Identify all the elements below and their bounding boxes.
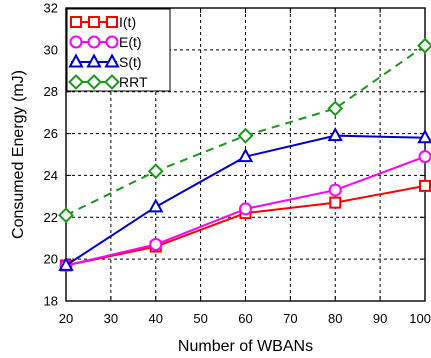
y-tick-label: 30 <box>44 42 58 57</box>
diamond-marker <box>417 37 431 54</box>
x-tick-label: 100 <box>409 311 431 326</box>
y-tick-label: 28 <box>44 84 58 99</box>
x-tick-label: 80 <box>328 311 342 326</box>
square-marker <box>106 16 118 28</box>
diamond-marker <box>327 100 344 117</box>
legend-label: RRT <box>119 74 148 90</box>
series <box>58 37 431 272</box>
legend: I(t) E(t) S(t) RRT <box>66 8 171 92</box>
circle-marker <box>239 202 252 216</box>
triangle-marker <box>68 53 84 68</box>
y-tick-label: 18 <box>44 294 58 309</box>
legend-label: S(t) <box>119 54 142 70</box>
circle-marker <box>149 237 163 251</box>
diamond-marker <box>104 74 120 90</box>
square-marker <box>70 16 82 28</box>
y-tick-label: 20 <box>44 252 58 267</box>
series-1 <box>59 150 431 272</box>
y-axis-label: Consumed Energy (mJ) <box>10 70 27 239</box>
triangle-marker <box>417 129 431 144</box>
x-tick-label: 20 <box>59 311 73 326</box>
circle-marker <box>69 35 83 49</box>
x-tick-label: 70 <box>283 311 297 326</box>
legend-item: E(t) <box>69 34 142 50</box>
legend-label: E(t) <box>119 34 142 50</box>
legend-label: I(t) <box>119 14 136 30</box>
x-tick-label: 30 <box>104 311 118 326</box>
triangle-marker <box>148 198 164 213</box>
series-2 <box>58 127 431 271</box>
triangle-marker <box>104 53 120 68</box>
legend-item: I(t) <box>70 14 136 30</box>
triangle-marker <box>327 127 343 142</box>
diamond-marker <box>237 127 254 144</box>
square-marker <box>329 196 342 209</box>
y-tick-label: 26 <box>44 126 58 141</box>
legend-item: RRT <box>68 74 148 90</box>
legend-item: S(t) <box>68 53 142 70</box>
circle-marker <box>328 183 342 197</box>
series-3 <box>58 37 431 224</box>
circle-marker <box>418 150 431 164</box>
diamond-marker <box>147 163 164 180</box>
triangle-marker <box>58 256 74 271</box>
square-marker <box>419 179 431 192</box>
diamond-marker <box>68 74 84 90</box>
x-tick-label: 40 <box>149 311 163 326</box>
x-tick-label: 60 <box>238 311 252 326</box>
triangle-marker <box>86 53 102 68</box>
diamond-marker <box>58 207 74 224</box>
diamond-marker <box>86 74 102 90</box>
circle-marker <box>87 35 101 49</box>
square-marker <box>88 16 100 28</box>
x-tick-label: 50 <box>193 311 207 326</box>
x-tick-label: 90 <box>373 311 387 326</box>
y-tick-label: 24 <box>44 168 58 183</box>
circle-marker <box>105 35 119 49</box>
y-tick-label: 22 <box>44 210 58 225</box>
x-axis-label: Number of WBANs <box>178 338 313 355</box>
y-tick-label: 32 <box>44 1 58 16</box>
triangle-marker <box>237 148 254 163</box>
